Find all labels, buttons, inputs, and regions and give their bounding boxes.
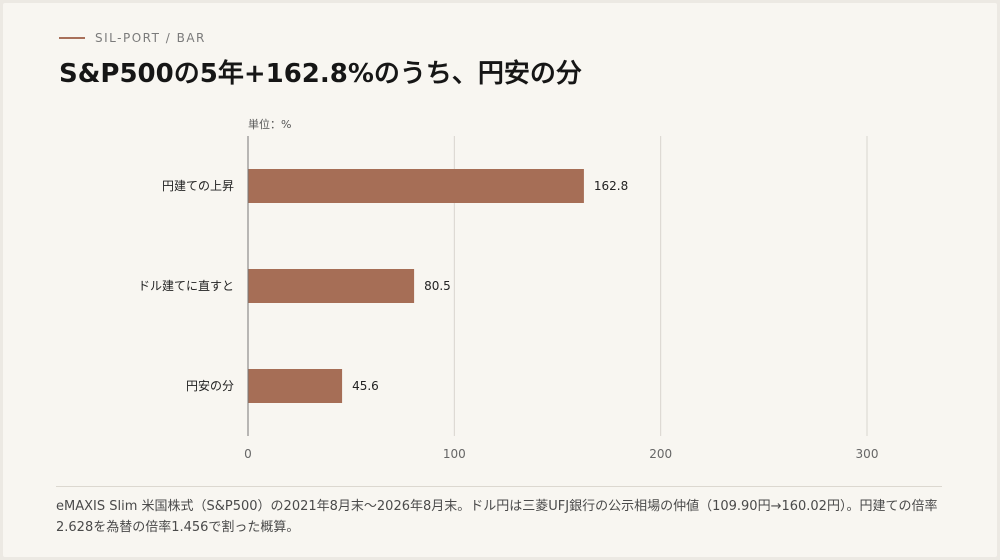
category-label: 円安の分 bbox=[186, 378, 234, 393]
footnote: eMAXIS Slim 米国株式（S&P500）の2021年8月末〜2026年8… bbox=[56, 499, 938, 535]
x-tick-label: 200 bbox=[649, 447, 672, 461]
bar-chart: 単位：% 0 100 200 300 162.8 円建ての上昇 80.5 ドル建てに直すと 45.… bbox=[138, 117, 879, 461]
category-label: ドル建てに直すと bbox=[138, 279, 234, 293]
x-tick-label: 100 bbox=[443, 447, 466, 461]
kicker: SIL-PORT / BAR bbox=[59, 31, 206, 45]
footer-divider bbox=[56, 486, 942, 487]
category-label: 円建ての上昇 bbox=[162, 179, 234, 193]
kicker-accent-line bbox=[59, 37, 85, 39]
bar bbox=[248, 369, 343, 403]
page-title: S&P500の5年+162.8%のうち、円安の分 bbox=[59, 59, 582, 89]
x-tick-label: 0 bbox=[244, 447, 252, 461]
bar-value-label: 45.6 bbox=[352, 379, 379, 393]
chart-card: SIL-PORT / BAR S&P500の5年+162.8%のうち、円安の分 bbox=[3, 3, 997, 557]
kicker-text: SIL-PORT / BAR bbox=[95, 31, 206, 45]
x-tick-label: 300 bbox=[856, 447, 879, 461]
bar bbox=[248, 269, 415, 303]
bar-value-label: 162.8 bbox=[594, 179, 628, 193]
bar-value-label: 80.5 bbox=[424, 279, 451, 293]
unit-label: 単位：% bbox=[248, 117, 291, 131]
bar bbox=[248, 169, 584, 203]
